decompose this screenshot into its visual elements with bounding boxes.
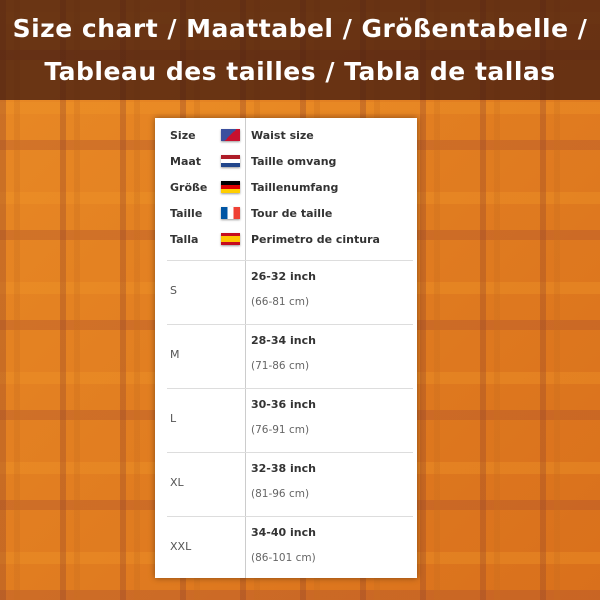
header-value: Waist size xyxy=(251,129,314,142)
header-label: Size xyxy=(170,129,196,142)
row-divider xyxy=(167,452,413,453)
size-label: M xyxy=(170,348,180,361)
row-divider xyxy=(167,324,413,325)
header-row-french: Taille Tour de taille xyxy=(155,201,417,227)
header-label: Taille xyxy=(170,207,203,220)
header-row-dutch: Maat Taille omvang xyxy=(155,149,417,175)
header-label: Maat xyxy=(170,155,202,168)
table-row: M 28-34 inch (71-86 cm) xyxy=(155,324,417,388)
header-value: Taillenumfang xyxy=(251,181,339,194)
inch-range: 34-40 inch xyxy=(251,526,316,539)
header-row-english: Size Waist size xyxy=(155,123,417,149)
uk-us-flag-icon xyxy=(221,129,240,141)
inch-range: 30-36 inch xyxy=(251,398,316,411)
inch-range: 26-32 inch xyxy=(251,270,316,283)
header-row-german: Größe Taillenumfang xyxy=(155,175,417,201)
germany-flag-icon xyxy=(221,181,240,193)
title-banner xyxy=(0,0,600,100)
table-row: L 30-36 inch (76-91 cm) xyxy=(155,388,417,452)
row-divider xyxy=(167,516,413,517)
table-row: S 26-32 inch (66-81 cm) xyxy=(155,260,417,324)
header-value: Tour de taille xyxy=(251,207,333,220)
cm-range: (86-101 cm) xyxy=(251,552,316,564)
title-line-1: Size chart / Maattabel / Größentabelle / xyxy=(12,14,588,43)
table-row: XL 32-38 inch (81-96 cm) xyxy=(155,452,417,516)
row-divider xyxy=(167,260,413,261)
cm-range: (81-96 cm) xyxy=(251,488,310,500)
cm-range: (66-81 cm) xyxy=(251,296,310,308)
inch-range: 28-34 inch xyxy=(251,334,316,347)
cm-range: (71-86 cm) xyxy=(251,360,310,372)
size-label: XL xyxy=(170,476,184,489)
size-chart-table: Size Waist size Maat Taille omvang Größe… xyxy=(155,118,417,578)
size-label: XXL xyxy=(170,540,192,553)
row-divider xyxy=(167,388,413,389)
header-row-spanish: Talla Perimetro de cintura xyxy=(155,227,417,253)
size-label: S xyxy=(170,284,177,297)
netherlands-flag-icon xyxy=(221,155,240,167)
size-label: L xyxy=(170,412,177,425)
title-line-2: Tableau des tailles / Tabla de tallas xyxy=(44,57,556,86)
inch-range: 32-38 inch xyxy=(251,462,316,475)
header-label: Talla xyxy=(170,233,199,246)
france-flag-icon xyxy=(221,207,240,219)
header-label: Größe xyxy=(170,181,208,194)
cm-range: (76-91 cm) xyxy=(251,424,310,436)
header-value: Taille omvang xyxy=(251,155,337,168)
header-value: Perimetro de cintura xyxy=(251,233,380,246)
spain-flag-icon xyxy=(221,233,240,245)
column-divider xyxy=(245,118,246,578)
table-row: XXL 34-40 inch (86-101 cm) xyxy=(155,516,417,580)
